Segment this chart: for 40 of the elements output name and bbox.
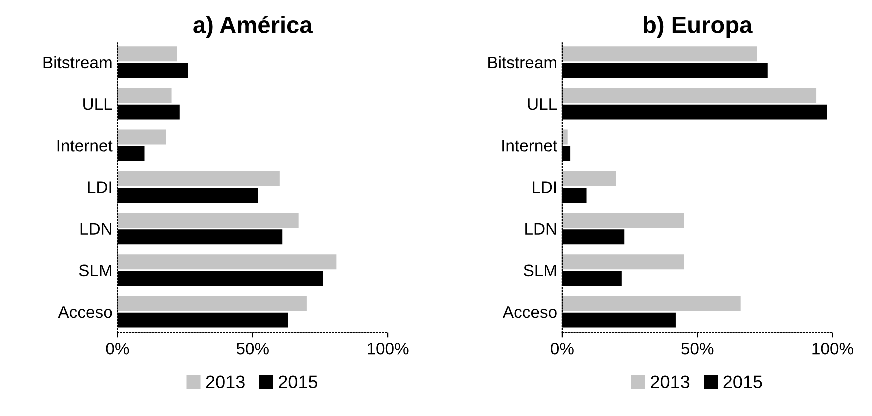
bar: [562, 254, 684, 270]
legend-label: 2015: [279, 376, 318, 389]
y-tick-label: SLM: [79, 264, 112, 277]
y-tick-label: Bitstream: [488, 56, 556, 69]
legend-label: 2013: [651, 376, 690, 389]
bar: [562, 212, 684, 228]
bar: [562, 296, 741, 312]
x-tick-label: 100%: [812, 342, 854, 355]
x-tick-label: 100%: [368, 342, 409, 355]
x-tick-label: 0%: [551, 342, 574, 355]
chart-title: b) Europa: [644, 16, 753, 38]
y-tick-label: Acceso: [58, 306, 112, 318]
bar: [118, 171, 280, 186]
bar: [118, 130, 166, 145]
y-tick-label: LDI: [533, 182, 556, 194]
y-tick-label: SLM: [524, 264, 556, 277]
y-tick-label: Internet: [58, 140, 113, 152]
y-tick-label: LDN: [80, 223, 112, 235]
bar: [118, 46, 178, 62]
x-tick-label: 0%: [106, 342, 130, 355]
bar: [118, 88, 172, 104]
y-tick-label: Acceso: [502, 306, 557, 318]
bar: [562, 46, 758, 62]
bar: [562, 171, 617, 186]
x-tick-label: 50%: [682, 342, 714, 355]
y-tick-label: ULL: [528, 98, 558, 110]
x-tick-label: 50%: [236, 342, 269, 355]
bar: [118, 296, 307, 312]
legend-label: 2013: [206, 376, 245, 389]
bar: [562, 88, 817, 104]
y-tick-label: LDN: [526, 223, 556, 235]
chart-title: a) América: [194, 16, 313, 38]
bar: [118, 212, 299, 228]
y-tick-label: Internet: [502, 140, 558, 152]
y-tick-label: LDI: [88, 182, 112, 194]
legend-label: 2015: [724, 376, 762, 389]
bar: [562, 130, 568, 145]
bar: [118, 254, 337, 270]
y-tick-label: Bitstream: [44, 56, 112, 69]
y-tick-label: ULL: [84, 98, 112, 110]
